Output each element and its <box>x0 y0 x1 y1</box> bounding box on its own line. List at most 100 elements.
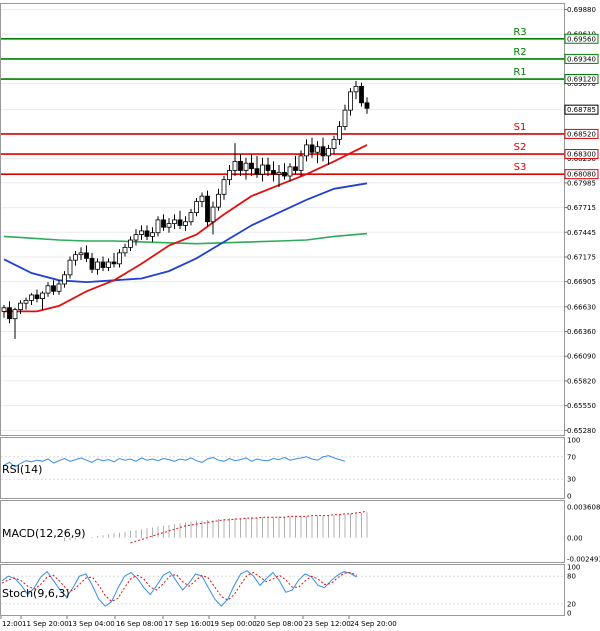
candle-body <box>210 206 216 223</box>
candle-body <box>100 261 106 268</box>
candle-body <box>23 300 29 304</box>
candle-body <box>89 257 95 270</box>
price-tick-label: 0.68250 <box>567 155 596 163</box>
candle-body <box>177 219 183 226</box>
stoch-tick-label: 0 <box>567 610 571 618</box>
candle-body <box>111 261 117 265</box>
candle-body <box>216 193 221 208</box>
rsi-tick-label: 100 <box>567 437 580 445</box>
candle-body <box>34 294 40 299</box>
time-tick-label: 24 Sep 20:00 <box>350 620 397 628</box>
candle-body <box>29 294 34 301</box>
level-tag-box <box>564 169 599 180</box>
candle-body <box>304 144 309 157</box>
candle-body <box>122 246 128 254</box>
macd-tick-label: -0.002493 <box>567 556 600 564</box>
macd-signal-line <box>130 510 368 544</box>
candle-body <box>221 179 227 195</box>
time-tick-label: 20 Sep 08:00 <box>256 620 303 628</box>
level-name-s1: S1 <box>514 122 527 133</box>
price-axis-ticks: 0.698800.696100.693400.690700.687850.685… <box>564 6 596 435</box>
candle-body <box>238 160 243 171</box>
candle-body <box>128 239 133 248</box>
candle-body <box>287 166 293 177</box>
candle-body <box>293 166 298 171</box>
candle-body <box>359 85 364 104</box>
level-tag-box <box>564 149 599 160</box>
candle-body <box>232 160 238 171</box>
candle-body <box>276 171 282 175</box>
candle-body <box>56 283 62 292</box>
candle-body <box>260 164 265 175</box>
time-tick-label: 16 Sep 08:00 <box>116 620 163 628</box>
macd-label: MACD(12,26,9) <box>2 527 86 540</box>
candle-body <box>205 195 210 223</box>
price-tick-label: 0.67175 <box>567 253 596 261</box>
price-tick-label: 0.66630 <box>567 303 596 311</box>
candle-body <box>364 102 370 109</box>
candle-body <box>188 212 194 223</box>
price-tick-label: 0.67715 <box>567 204 596 212</box>
stoch-tick-label: 20 <box>567 600 576 608</box>
price-tick-label: 0.67445 <box>567 229 596 237</box>
price-tick-label: 0.65550 <box>567 402 596 410</box>
price-tick-label: 0.66360 <box>567 328 596 336</box>
candle-body <box>1 307 7 312</box>
time-tick-label: 17 Sep 16:00 <box>164 620 211 628</box>
ma-red-line <box>4 144 368 313</box>
candle-body <box>161 219 166 228</box>
main-panel-frame <box>0 3 565 436</box>
level-tag-box <box>564 53 599 64</box>
stoch-tick-label: 100 <box>567 564 580 572</box>
candle-body <box>243 162 249 171</box>
price-tick-label: 0.69070 <box>567 80 596 88</box>
macd-tick-label: 0.003608 <box>567 504 600 512</box>
rsi-panel-frame <box>0 437 565 499</box>
candle-body <box>320 146 326 157</box>
level-name-r2: R2 <box>513 47 526 58</box>
rsi-tick-label: 70 <box>567 453 576 461</box>
pivot-levels: R3 0.69560 R2 0.69340 R1 0.69120 S1 0.68520 S2 0.… <box>1 27 599 180</box>
candle-body <box>84 252 89 259</box>
candle-body <box>353 85 359 93</box>
candle-body <box>144 230 150 237</box>
rsi-tick-label: 0 <box>567 493 571 501</box>
stoch-panel-frame <box>0 564 565 616</box>
time-tick-label: 23 Sep 12:00 <box>304 620 351 628</box>
candle-body <box>62 274 67 285</box>
level-tag-box <box>564 128 599 139</box>
candle-body <box>95 261 100 270</box>
candle-body <box>249 162 254 170</box>
candle-body <box>331 139 337 149</box>
macd-panel: 0.003608 0.00 -0.002493 <box>64 504 600 564</box>
candle-body <box>183 221 188 226</box>
rsi-tick-label: 30 <box>567 476 576 484</box>
price-tick-label: 0.65820 <box>567 377 596 385</box>
price-tick-label: 0.69880 <box>567 6 596 14</box>
candle-body <box>271 170 276 175</box>
level-tag-label: 0.68520 <box>567 130 596 138</box>
candle-body <box>106 261 111 268</box>
price-grid <box>1 8 564 431</box>
level-tag-box <box>564 74 599 85</box>
candle-body <box>78 252 84 256</box>
candle-body <box>348 91 353 111</box>
rsi-line <box>3 455 346 468</box>
price-tick-label: 0.66090 <box>567 353 596 361</box>
candle-body <box>315 146 320 153</box>
price-tick-label: 0.65280 <box>567 427 596 435</box>
candle-body <box>40 292 45 299</box>
candle-body <box>194 201 199 213</box>
level-name-r3: R3 <box>513 27 526 38</box>
stoch-label: Stoch(9,6,3) <box>2 587 70 600</box>
candle-body <box>337 126 342 140</box>
candle-body <box>254 168 260 175</box>
candle-body <box>166 223 172 228</box>
level-name-s2: S2 <box>514 142 527 153</box>
candle-body <box>199 195 205 203</box>
candle-body <box>309 144 315 153</box>
candle-body <box>133 234 139 241</box>
candle-body <box>45 285 51 294</box>
level-tag-label: 0.68300 <box>567 151 596 159</box>
